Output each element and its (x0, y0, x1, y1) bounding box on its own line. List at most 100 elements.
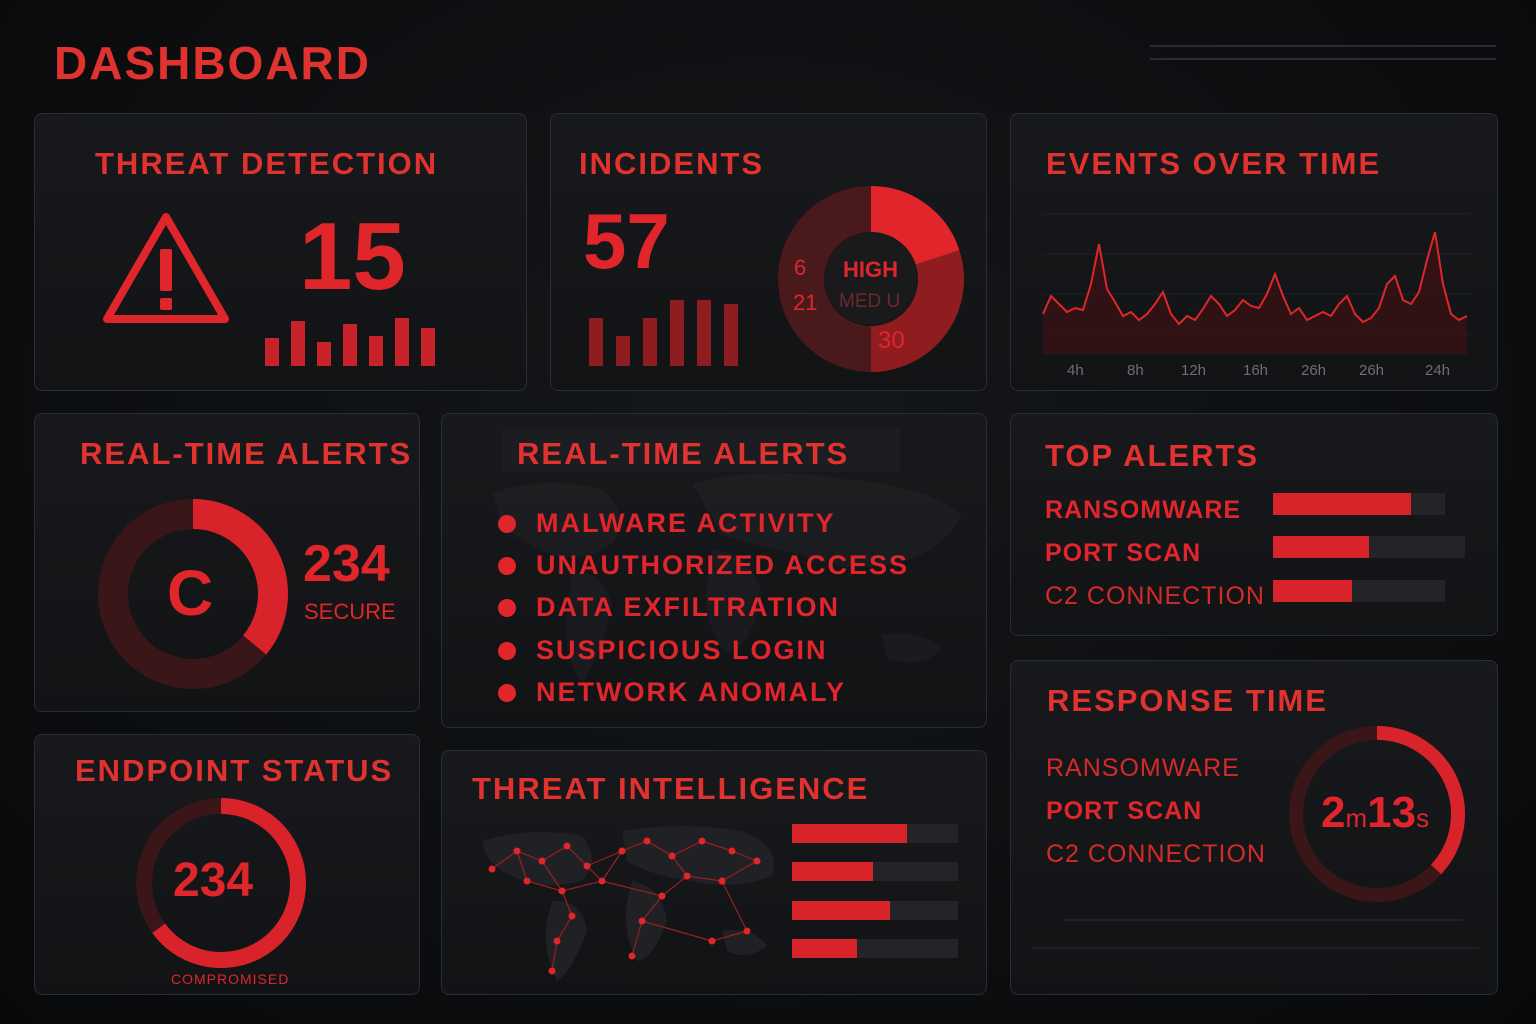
donut-value-30: 30 (878, 327, 905, 354)
network-link (731, 850, 758, 862)
donut-value-6: 6 (794, 255, 807, 280)
network-node (628, 952, 636, 960)
alerts-status: SECURE (304, 599, 396, 624)
incident-bar (697, 300, 711, 366)
x-axis-tick: 8h (1127, 362, 1144, 379)
threat-bar (395, 318, 409, 366)
list-item[interactable]: UNAUTHORIZED ACCESS (498, 550, 909, 581)
panel-title: ENDPOINT STATUS (75, 753, 394, 788)
network-node (568, 912, 576, 920)
network-link (686, 875, 723, 882)
world-map-background (492, 472, 962, 684)
network-node (658, 892, 666, 900)
panel-title: THREAT DETECTION (95, 146, 439, 181)
network-link (541, 845, 568, 862)
events-area (1043, 232, 1467, 354)
realtime-alerts-list-panel[interactable]: REAL-TIME ALERTS MALWARE ACTIVITY UNAUTH… (441, 413, 987, 728)
x-axis-tick: 26h (1359, 362, 1385, 379)
bar-fill (792, 939, 857, 958)
response-gauge-ring (1289, 726, 1465, 902)
donut-label-high: HIGH (843, 257, 898, 282)
panel-title: INCIDENTS (579, 146, 765, 181)
network-node (708, 937, 716, 945)
network-link (601, 850, 623, 882)
top-alerts-panel[interactable]: TOP ALERTS RANSOMWARE PORT SCAN C2 CONNE… (1010, 413, 1498, 636)
network-node (548, 967, 556, 975)
alert-label: UNAUTHORIZED ACCESS (536, 550, 910, 580)
alert-bullet-icon (498, 641, 516, 660)
network-link (701, 840, 733, 852)
threat-bar (369, 336, 383, 366)
list-item[interactable]: MALWARE ACTIVITY (498, 508, 836, 539)
alerts-gauge-fill (192, 499, 288, 655)
minutes-unit: m (1345, 803, 1368, 833)
network-link (601, 880, 663, 897)
list-item[interactable]: NETWORK ANOMALY (498, 677, 846, 708)
title-highlight (502, 428, 900, 472)
network-link (641, 895, 663, 922)
network-node (538, 857, 546, 865)
intel-bar (792, 824, 958, 843)
network-link (671, 855, 688, 877)
endpoint-status-panel[interactable]: ENDPOINT STATUS 234 COMPROMISED (34, 734, 420, 995)
network-node (488, 865, 496, 873)
alert-label: MALWARE ACTIVITY (536, 508, 836, 538)
response-time-panel[interactable]: RESPONSE TIME RANSOMWARE PORT SCAN C2 CO… (1010, 660, 1498, 995)
donut-slice (778, 186, 872, 372)
response-gauge-fill (1376, 726, 1465, 875)
network-link (551, 940, 558, 972)
alert-bullet-icon (498, 556, 516, 575)
events-over-time-panel[interactable]: EVENTS OVER TIME 4h 8h 12h 16h 26h 26h 2… (1010, 113, 1498, 391)
top-alert-label: RANSOMWARE (1045, 496, 1242, 524)
incidents-donut-chart (778, 186, 964, 372)
network-node (523, 877, 531, 885)
list-item[interactable]: DATA EXFILTRATION (498, 592, 840, 623)
alerts-gauge-ring (98, 499, 288, 689)
donut-slice (869, 250, 964, 372)
incidents-panel[interactable]: INCIDENTS 57 HIGH MED U 6 21 30 (550, 113, 987, 391)
incident-bar (643, 318, 657, 366)
endpoint-gauge-fill (152, 798, 306, 968)
response-item-label: PORT SCAN (1046, 797, 1203, 825)
divider (1031, 947, 1479, 949)
threat-bar (343, 324, 357, 366)
alert-label: NETWORK ANOMALY (536, 677, 846, 707)
continent-shape (545, 900, 587, 981)
seconds-value: 13 (1367, 788, 1417, 837)
donut-label-med: MED U (839, 291, 901, 312)
x-axis-tick: 4h (1067, 362, 1084, 379)
continent-shape (722, 930, 767, 955)
threat-intelligence-panel[interactable]: THREAT INTELLIGENCE (441, 750, 987, 995)
panel-title: EVENTS OVER TIME (1046, 146, 1382, 181)
threat-detection-panel[interactable]: THREAT DETECTION 15 (34, 113, 527, 391)
network-link (526, 880, 563, 892)
network-node (558, 887, 566, 895)
top-alert-bar (1273, 493, 1445, 515)
network-link (561, 890, 573, 917)
events-series-line (1042, 231, 1468, 326)
events-line-chart (1042, 213, 1471, 354)
header-divider (1150, 58, 1496, 60)
network-link (491, 850, 518, 870)
network-link (631, 920, 643, 957)
panel-title: THREAT INTELLIGENCE (472, 771, 870, 806)
response-time-value: 2m13s (1321, 788, 1429, 838)
network-node (563, 842, 571, 850)
seconds-unit: s (1416, 803, 1430, 833)
page-title: DASHBOARD (54, 37, 371, 89)
network-link (646, 840, 673, 857)
network-node (683, 872, 691, 880)
network-link (516, 850, 543, 862)
response-item-label: RANSOMWARE (1046, 754, 1240, 782)
threat-bar (421, 328, 435, 366)
network-link (566, 845, 588, 867)
intel-bar (792, 939, 958, 958)
network-link (621, 840, 648, 852)
network-node (553, 937, 561, 945)
panel-title: TOP ALERTS (1045, 438, 1260, 473)
list-item[interactable]: SUSPICIOUS LOGIN (498, 635, 828, 666)
realtime-alerts-gauge-panel[interactable]: REAL-TIME ALERTS C 234 SECURE (34, 413, 420, 712)
minutes-value: 2 (1321, 788, 1346, 837)
donut-hole (825, 233, 917, 325)
x-axis-tick: 12h (1181, 362, 1207, 379)
